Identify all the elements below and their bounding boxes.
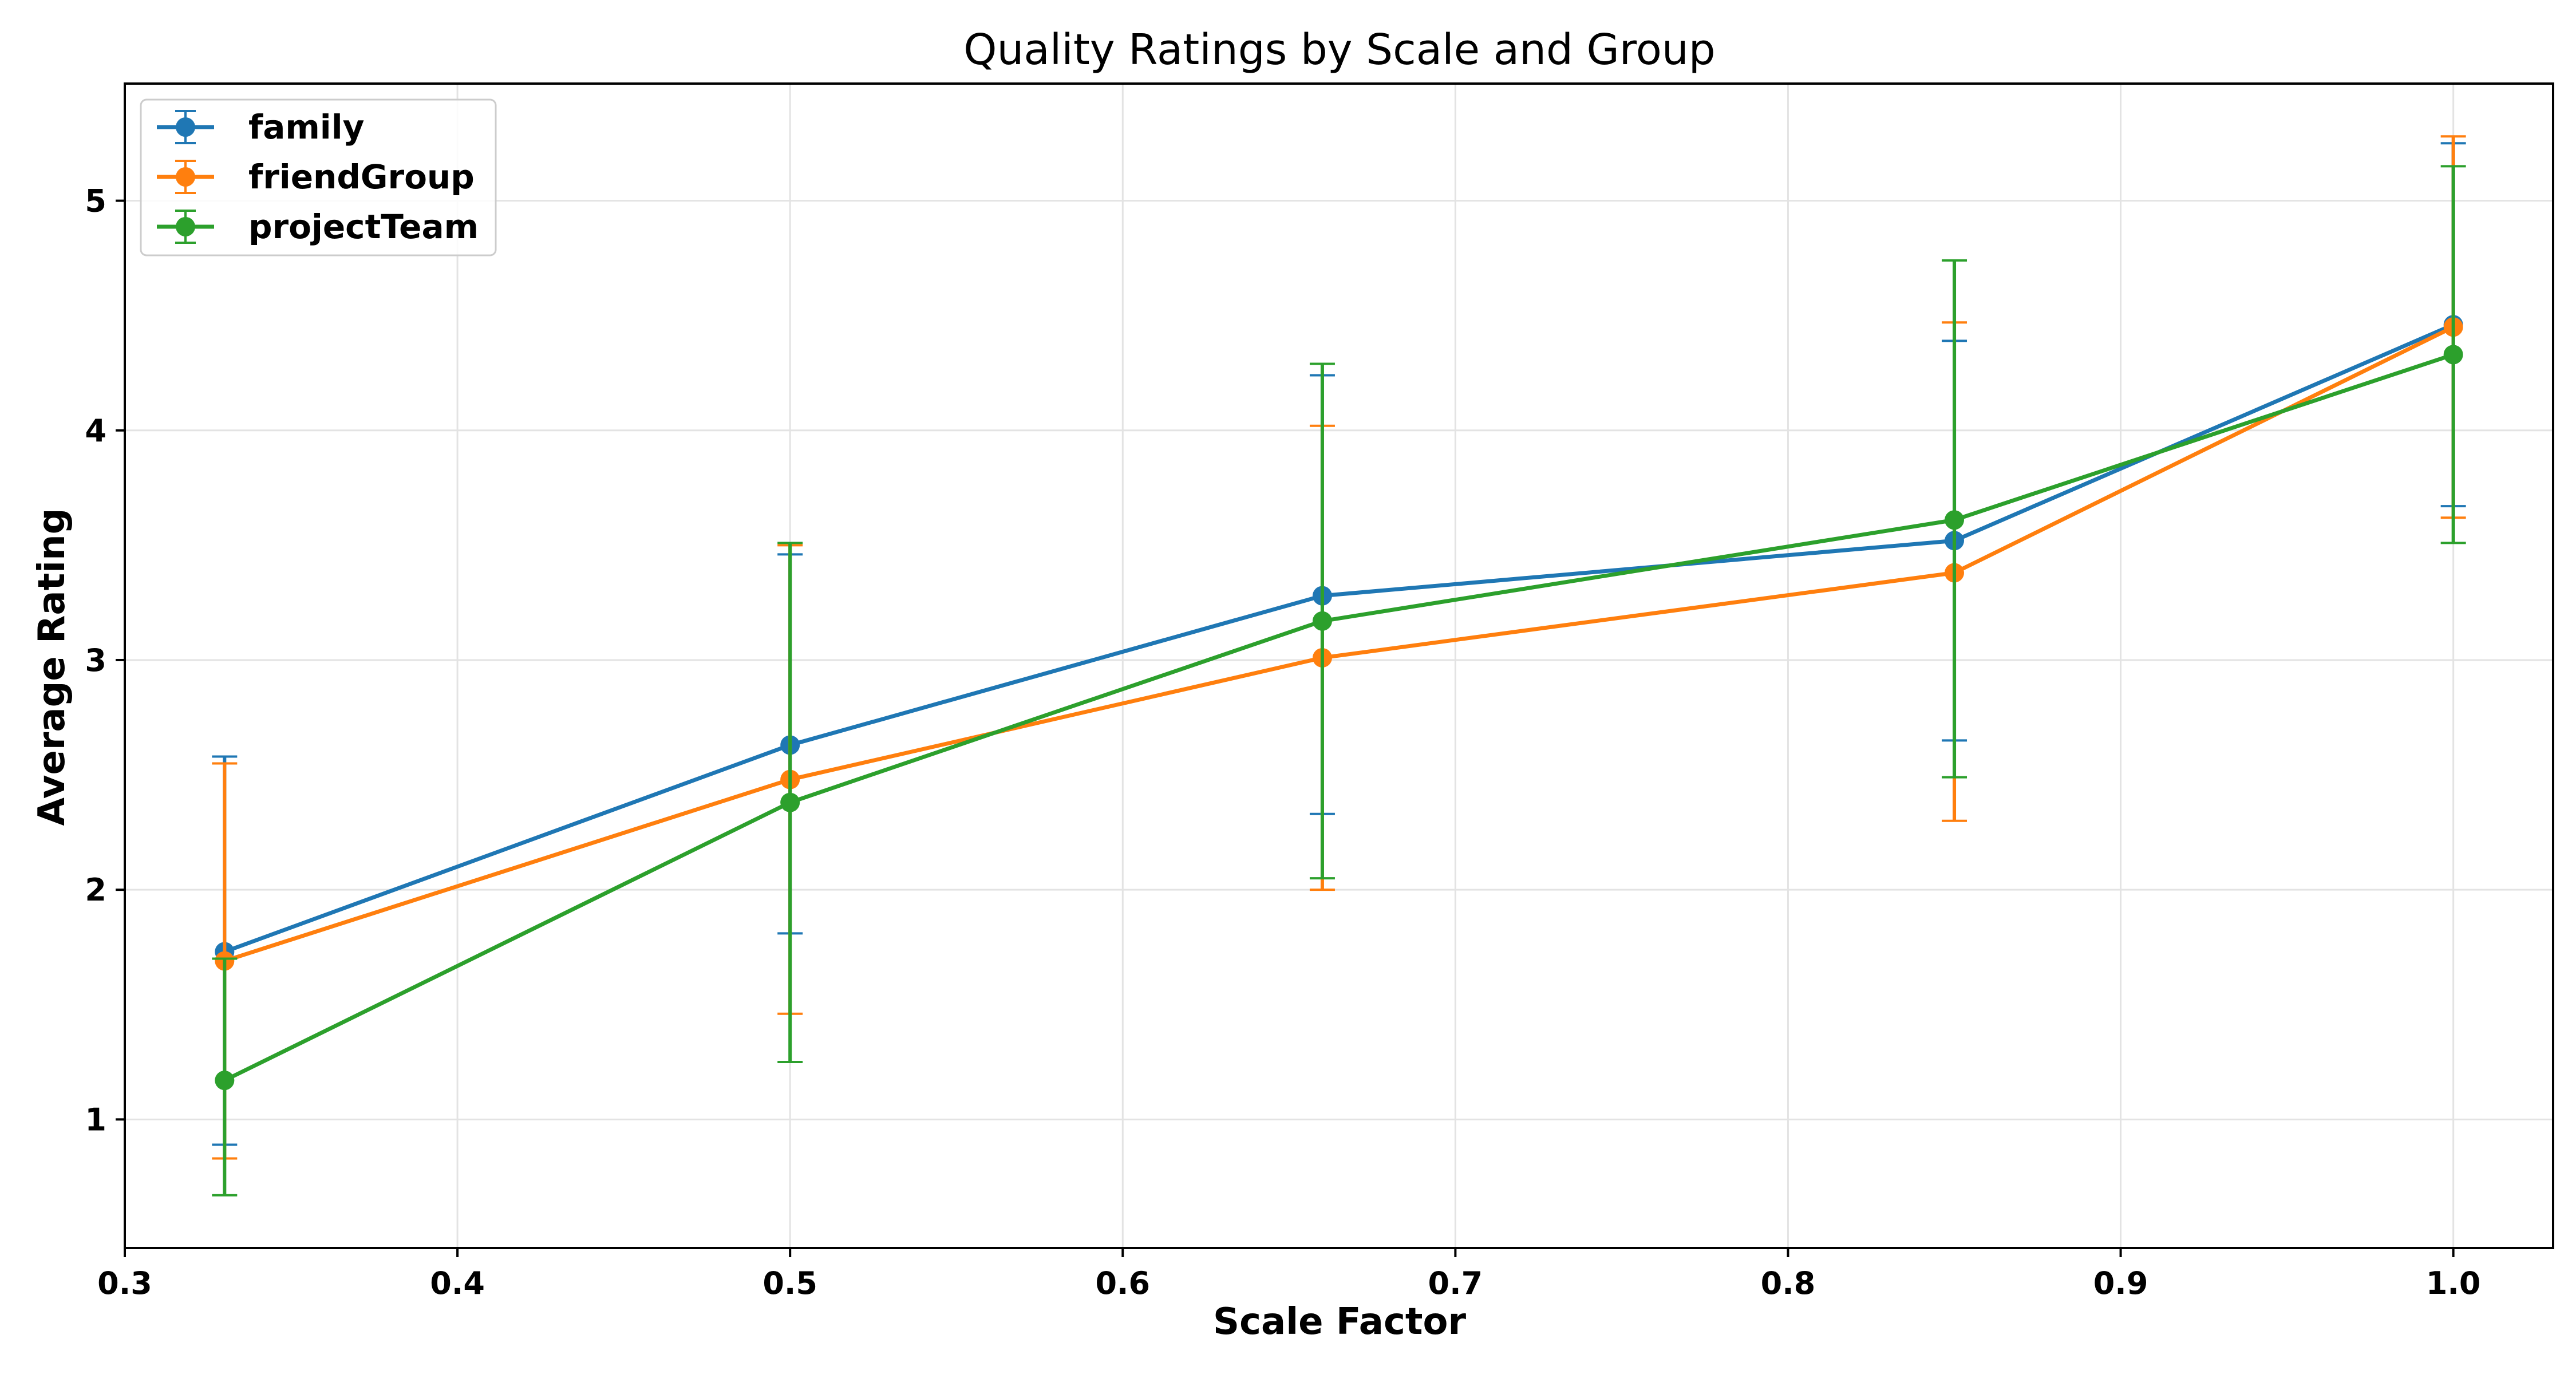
x-tick-label: 0.9 <box>2093 1265 2148 1301</box>
x-tick-label: 0.8 <box>1761 1265 1816 1301</box>
x-tick-label: 0.6 <box>1095 1265 1150 1301</box>
y-tick-label: 5 <box>85 183 106 219</box>
y-tick-label: 2 <box>85 872 106 908</box>
y-tick-label: 1 <box>85 1101 106 1138</box>
chart-title: Quality Ratings by Scale and Group <box>963 25 1716 74</box>
x-tick-label: 1.0 <box>2426 1265 2481 1301</box>
legend-marker <box>176 217 195 236</box>
x-axis-title: Scale Factor <box>1213 1301 1467 1343</box>
data-point <box>1945 510 1964 530</box>
y-tick-label: 3 <box>85 642 106 678</box>
x-tick-label: 0.4 <box>430 1265 485 1301</box>
data-point <box>215 1071 234 1090</box>
data-point <box>1313 611 1332 631</box>
data-point <box>780 793 800 812</box>
y-axis-title: Average Rating <box>31 508 73 826</box>
legend-label: friendGroup <box>248 157 475 196</box>
x-tick-label: 0.3 <box>97 1265 152 1301</box>
legend-label: family <box>248 108 364 147</box>
legend-marker <box>176 167 195 187</box>
legend: family friendGroup projectTeam <box>141 100 496 255</box>
legend-label: projectTeam <box>248 207 479 246</box>
data-point <box>2444 345 2463 364</box>
x-tick-label: 0.5 <box>762 1265 817 1301</box>
y-tick-label: 4 <box>85 413 106 449</box>
x-tick-label: 0.7 <box>1428 1265 1483 1301</box>
legend-marker <box>176 117 195 137</box>
